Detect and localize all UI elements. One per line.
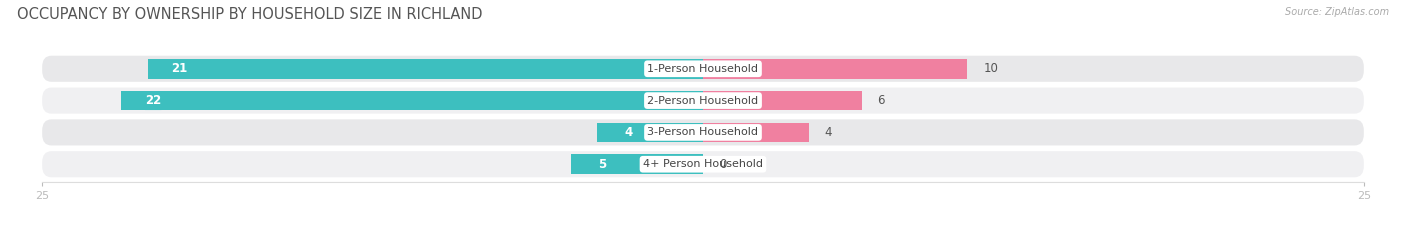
Text: 21: 21	[172, 62, 188, 75]
Text: 3-Person Household: 3-Person Household	[648, 127, 758, 137]
Bar	[148, 59, 703, 79]
FancyBboxPatch shape	[42, 119, 1364, 145]
Text: 4: 4	[624, 126, 633, 139]
FancyBboxPatch shape	[42, 151, 1364, 177]
Text: 5: 5	[599, 158, 606, 171]
Text: 0: 0	[718, 158, 727, 171]
Text: 6: 6	[877, 94, 884, 107]
Text: 4: 4	[824, 126, 832, 139]
FancyBboxPatch shape	[42, 88, 1364, 114]
Text: OCCUPANCY BY OWNERSHIP BY HOUSEHOLD SIZE IN RICHLAND: OCCUPANCY BY OWNERSHIP BY HOUSEHOLD SIZE…	[17, 7, 482, 22]
Bar	[703, 59, 967, 79]
Bar	[703, 91, 862, 110]
Text: 4+ Person Household: 4+ Person Household	[643, 159, 763, 169]
Text: 1-Person Household: 1-Person Household	[648, 64, 758, 74]
Text: 2-Person Household: 2-Person Household	[647, 96, 759, 106]
Text: 22: 22	[145, 94, 162, 107]
Text: Source: ZipAtlas.com: Source: ZipAtlas.com	[1285, 7, 1389, 17]
Bar	[121, 91, 703, 110]
Text: 10: 10	[983, 62, 998, 75]
Bar	[703, 123, 808, 142]
Bar	[598, 123, 703, 142]
Bar	[571, 154, 703, 174]
FancyBboxPatch shape	[42, 56, 1364, 82]
